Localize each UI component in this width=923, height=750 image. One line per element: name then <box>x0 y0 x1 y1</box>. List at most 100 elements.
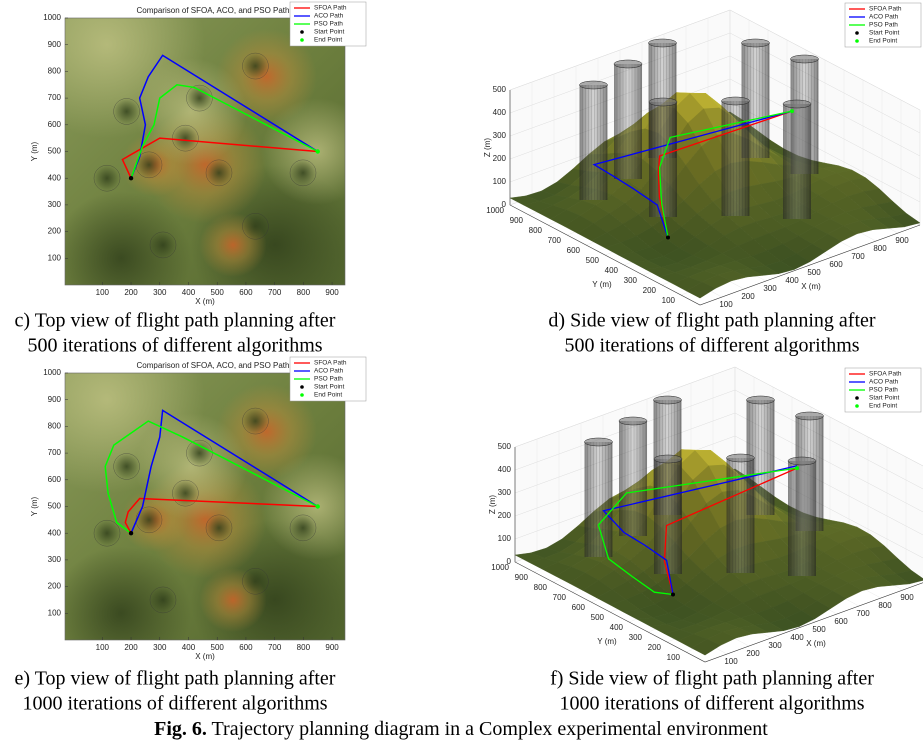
x-tick-label: 100 <box>719 300 733 309</box>
legend-marker <box>855 31 859 35</box>
legend-label: PSO Path <box>314 21 343 28</box>
y-tick-label: 100 <box>662 296 676 305</box>
x-axis-label: X (m) <box>801 282 821 291</box>
point-marker <box>666 236 670 240</box>
x-axis-label: X (m) <box>195 652 215 661</box>
cylinder-top <box>783 100 811 108</box>
y-tick-label: 200 <box>643 286 657 295</box>
x-tick-label: 900 <box>325 643 339 652</box>
legend-marker <box>300 393 304 397</box>
x-tick-label: 100 <box>96 288 110 297</box>
y-tick-label: 500 <box>48 502 62 511</box>
x-tick-label: 900 <box>900 593 914 602</box>
cylinder-top <box>722 97 750 105</box>
y-tick-label: 900 <box>510 216 524 225</box>
legend-label: SFOA Path <box>314 5 347 12</box>
cylinder-top <box>788 457 816 465</box>
x-axis-label: X (m) <box>806 639 826 648</box>
x-tick-label: 700 <box>851 252 865 261</box>
x-tick-label: 700 <box>268 288 282 297</box>
legend-label: ACO Path <box>869 14 899 21</box>
x-axis-label: X (m) <box>195 297 215 306</box>
x-tick-label: 100 <box>724 657 738 666</box>
x-tick-label: 500 <box>812 625 826 634</box>
chart-title: Comparison of SFOA, ACO, and PSO Paths <box>137 6 294 15</box>
legend-marker <box>855 404 859 408</box>
y-tick-label: 1000 <box>43 13 61 22</box>
x-tick-label: 900 <box>895 236 909 245</box>
y-tick-label: 400 <box>610 623 624 632</box>
y-tick-label: 1000 <box>491 563 509 572</box>
legend-label: SFOA Path <box>869 6 902 13</box>
legend-label: SFOA Path <box>314 360 347 367</box>
x-tick-label: 500 <box>211 643 225 652</box>
y-tick-label: 900 <box>48 40 62 49</box>
legend-label: PSO Path <box>869 22 898 29</box>
z-tick-label: 500 <box>498 442 512 451</box>
x-tick-label: 500 <box>211 288 225 297</box>
y-tick-label: 600 <box>48 475 62 484</box>
z-tick-label: 200 <box>498 511 512 520</box>
x-tick-label: 300 <box>153 288 167 297</box>
point-marker <box>671 593 675 597</box>
z-tick-label: 100 <box>498 534 512 543</box>
chart-title: Comparison of SFOA, ACO, and PSO Paths <box>137 361 294 370</box>
legend-marker <box>300 38 304 42</box>
y-tick-label: 900 <box>515 573 529 582</box>
legend-label: Start Point <box>869 395 900 402</box>
point-marker <box>129 176 133 180</box>
legend-label: End Point <box>314 37 342 44</box>
legend-marker <box>855 39 859 43</box>
figure-label: Fig. 6. <box>154 718 207 740</box>
legend-marker <box>300 385 304 389</box>
x-tick-label: 800 <box>297 288 311 297</box>
y-tick-label: 600 <box>567 246 581 255</box>
y-tick-label: 1000 <box>43 368 61 377</box>
x-tick-label: 200 <box>741 292 755 301</box>
x-tick-label: 200 <box>124 643 138 652</box>
x-tick-label: 400 <box>785 276 799 285</box>
y-tick-label: 500 <box>591 613 605 622</box>
y-tick-label: 700 <box>48 93 62 102</box>
x-tick-label: 700 <box>268 643 282 652</box>
x-tick-label: 800 <box>297 643 311 652</box>
x-tick-label: 700 <box>856 609 870 618</box>
cylinder-top <box>654 396 682 404</box>
x-tick-label: 600 <box>829 260 843 269</box>
x-tick-label: 100 <box>96 643 110 652</box>
z-tick-label: 300 <box>493 131 507 140</box>
caption: e) Top view of flight path planning afte… <box>15 668 336 690</box>
y-tick-label: 600 <box>48 120 62 129</box>
point-marker <box>790 109 794 113</box>
x-tick-label: 800 <box>878 601 892 610</box>
figure: c) Top view of flight path planning afte… <box>0 0 923 750</box>
caption: 500 iterations of different algorithms <box>564 335 859 357</box>
y-tick-label: 300 <box>48 555 62 564</box>
y-tick-label: 400 <box>48 173 62 182</box>
cylinder-top <box>614 60 642 68</box>
y-tick-label: 100 <box>48 608 62 617</box>
z-tick-label: 300 <box>498 488 512 497</box>
caption: f) Side view of flight path planning aft… <box>550 668 874 690</box>
cylinder-top <box>649 39 677 47</box>
z-axis-label: Z (m) <box>488 495 497 514</box>
y-tick-label: 600 <box>572 603 586 612</box>
point-marker <box>795 466 799 470</box>
cylinder-top <box>796 412 824 420</box>
x-tick-label: 500 <box>807 268 821 277</box>
caption: c) Top view of flight path planning afte… <box>15 310 336 332</box>
y-tick-label: 500 <box>586 256 600 265</box>
y-tick-label: 500 <box>48 147 62 156</box>
legend-label: SFOA Path <box>869 371 902 378</box>
legend-label: End Point <box>869 403 897 410</box>
legend-marker <box>855 396 859 400</box>
x-tick-label: 400 <box>182 288 196 297</box>
cylinder-top <box>727 454 755 462</box>
legend-label: PSO Path <box>869 387 898 394</box>
x-tick-label: 300 <box>763 284 777 293</box>
y-tick-label: 800 <box>48 422 62 431</box>
y-tick-label: 300 <box>624 276 638 285</box>
y-tick-label: 200 <box>48 227 62 236</box>
x-tick-label: 400 <box>182 643 196 652</box>
y-tick-label: 100 <box>667 653 681 662</box>
